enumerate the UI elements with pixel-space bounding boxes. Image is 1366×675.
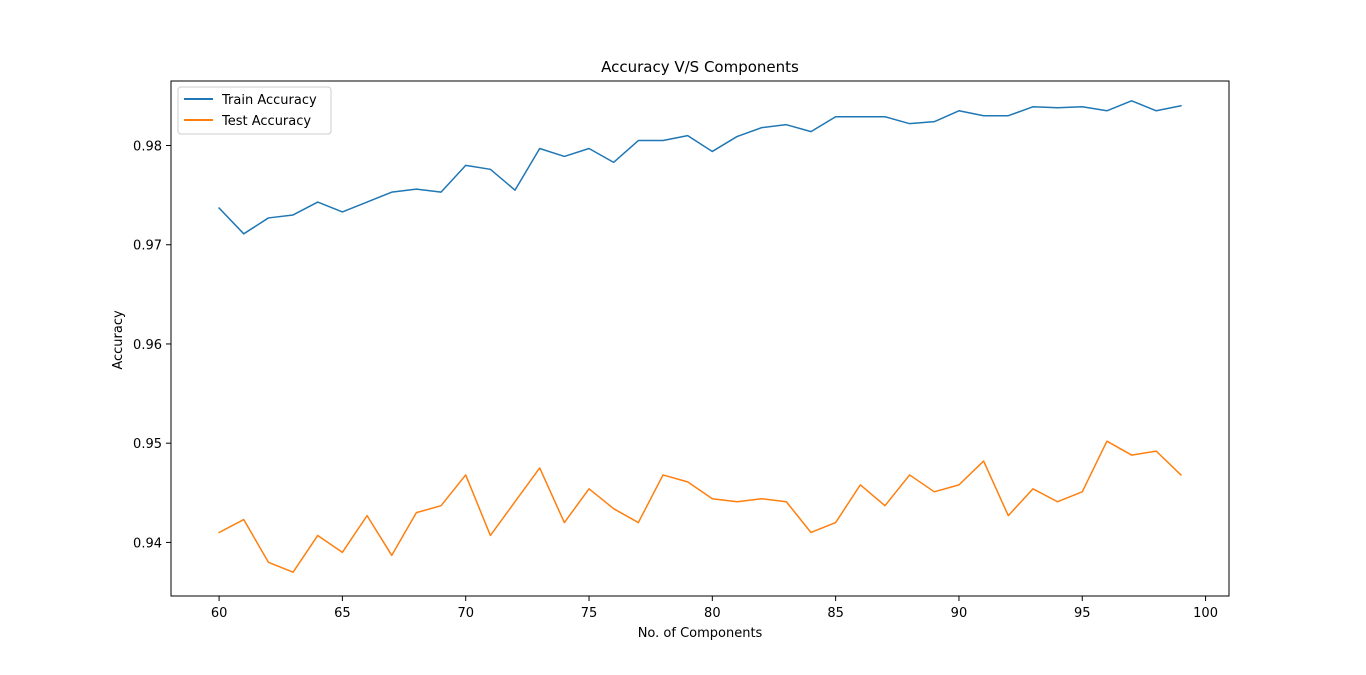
x-tick-label: 100	[1193, 606, 1218, 621]
x-tick-label: 80	[704, 606, 721, 621]
legend-label-test: Test Accuracy	[221, 114, 311, 129]
y-tick-label: 0.96	[133, 338, 162, 353]
x-tick-label: 95	[1074, 606, 1091, 621]
legend: Train Accuracy Test Accuracy	[177, 86, 332, 135]
y-axis-label: Accuracy	[111, 310, 126, 370]
legend-label-train: Train Accuracy	[221, 93, 317, 108]
x-tick-label: 85	[827, 606, 844, 621]
x-tick-label: 60	[211, 606, 228, 621]
legend-box	[177, 86, 332, 135]
axis-ticks: 60 65 70 75 80 85 90 95 100 0.94 0.95 0.96 0.97 0.98	[133, 139, 1218, 621]
plot-area	[218, 100, 1182, 573]
x-tick-label: 70	[457, 606, 474, 621]
x-tick-label: 65	[334, 606, 351, 621]
x-axis-label: No. of Components	[638, 626, 763, 641]
y-tick-label: 0.98	[133, 139, 162, 154]
x-tick-label: 75	[581, 606, 598, 621]
y-tick-label: 0.95	[133, 437, 162, 452]
series-line-train-accuracy	[218, 100, 1182, 235]
series-line-test-accuracy	[218, 440, 1182, 573]
y-tick-label: 0.97	[133, 239, 162, 254]
chart-title: Accuracy V/S Components	[601, 58, 799, 76]
axes-frame	[170, 80, 1230, 597]
y-tick-label: 0.94	[133, 536, 162, 551]
x-tick-label: 90	[951, 606, 968, 621]
